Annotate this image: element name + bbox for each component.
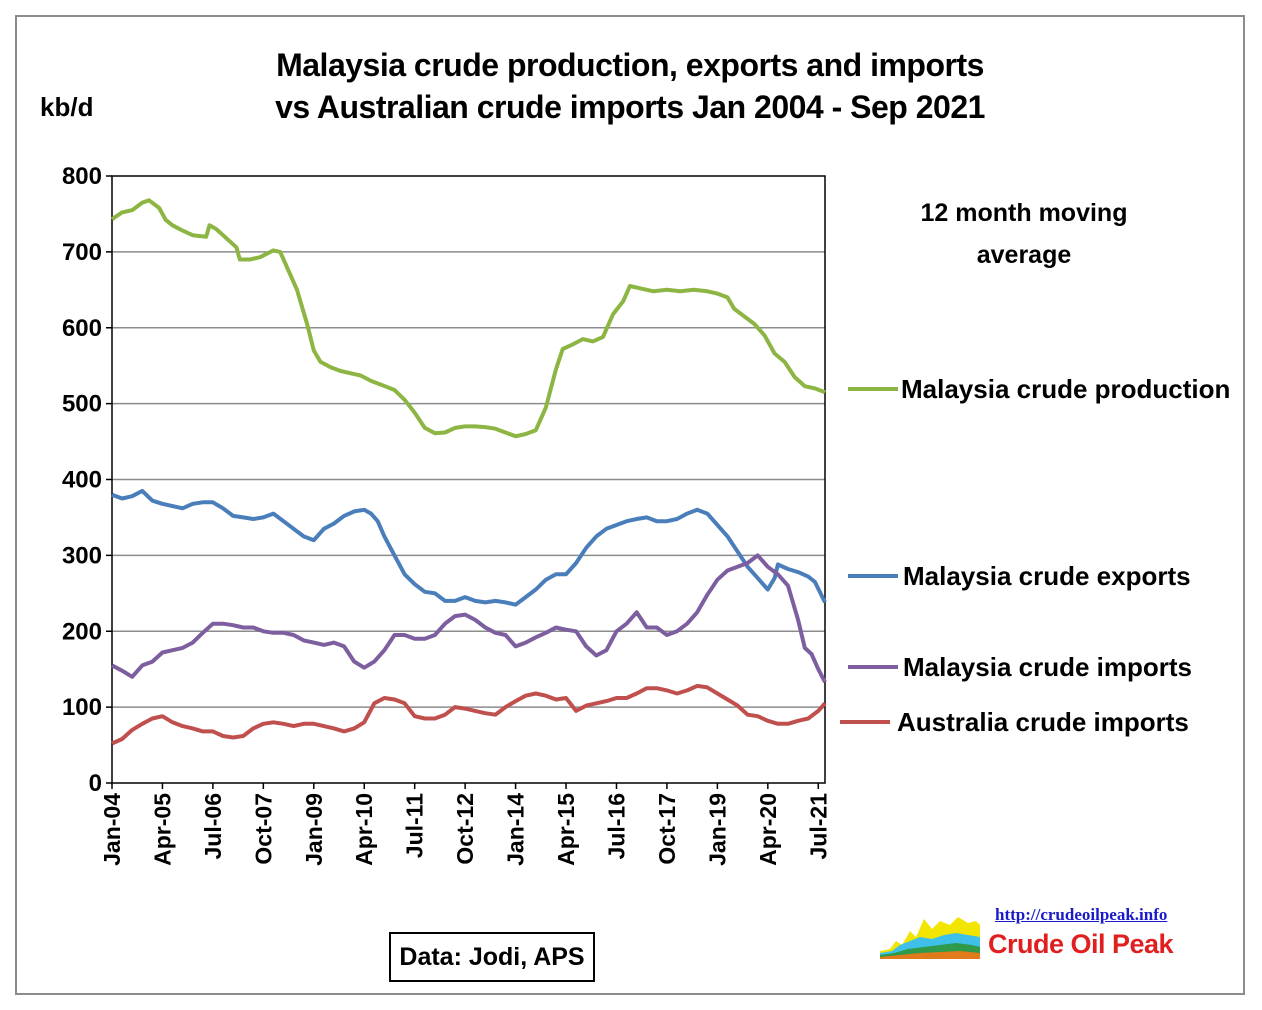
chart-title: Malaysia crude production, exports and i… bbox=[180, 44, 1080, 128]
x-tick-label-0: Jan-04 bbox=[99, 793, 125, 866]
x-tick-label-11: Oct-17 bbox=[654, 793, 680, 865]
y-axis-ticks: 0 100 200 300 400 500 600 700 800 bbox=[62, 163, 112, 797]
y-tick-label-800: 800 bbox=[62, 163, 102, 190]
y-tick-label-200: 200 bbox=[62, 618, 102, 645]
series-lines bbox=[110, 198, 827, 746]
website-link[interactable]: http://crudeoilpeak.info bbox=[995, 905, 1168, 924]
x-tick-label-8: Jan-14 bbox=[503, 793, 529, 866]
legend-label-1: Malaysia crude exports bbox=[903, 561, 1191, 591]
y-axis-unit-label: kb/d bbox=[40, 92, 94, 122]
y-tick-label-700: 700 bbox=[62, 239, 102, 266]
y-tick-label-600: 600 bbox=[62, 315, 102, 342]
x-tick-label-4: Jan-09 bbox=[301, 793, 327, 866]
x-tick-label-12: Jan-19 bbox=[704, 793, 730, 866]
x-tick-label-1: Apr-05 bbox=[149, 793, 175, 866]
title-line-2: vs Australian crude imports Jan 2004 - S… bbox=[275, 89, 985, 125]
x-tick-label-14: Jul-21 bbox=[805, 793, 831, 860]
y-tick-label-0: 0 bbox=[89, 770, 102, 797]
series-line-3 bbox=[111, 683, 827, 746]
series-line-0 bbox=[110, 198, 826, 439]
note-line-1: 12 month moving bbox=[920, 199, 1128, 227]
y-tick-label-300: 300 bbox=[62, 542, 102, 569]
x-tick-label-5: Apr-10 bbox=[351, 793, 377, 866]
x-tick-label-13: Apr-20 bbox=[755, 793, 781, 866]
grid-lines bbox=[112, 251, 825, 708]
crude-oil-peak-logo[interactable]: http://crudeoilpeak.info Crude Oil Peak bbox=[880, 905, 1210, 965]
x-tick-label-10: Jul-16 bbox=[603, 793, 629, 859]
x-tick-label-9: Apr-15 bbox=[553, 793, 579, 866]
oil-peak-graphic-icon bbox=[880, 917, 980, 959]
x-axis-ticks: Jan-04 Apr-05 Jul-06 Oct-07 Jan-09 Apr-10 Jul-… bbox=[99, 783, 831, 866]
x-tick-label-2: Jul-06 bbox=[200, 793, 226, 859]
y-tick-label-500: 500 bbox=[62, 391, 102, 418]
chart-frame bbox=[15, 15, 1245, 995]
legend-label-2: Malaysia crude imports bbox=[903, 652, 1192, 682]
data-source-box: Data: Jodi, APS bbox=[389, 932, 595, 982]
brand-name: Crude Oil Peak bbox=[988, 929, 1174, 959]
title-line-1: Malaysia crude production, exports and i… bbox=[276, 47, 984, 83]
y-tick-label-100: 100 bbox=[62, 694, 102, 721]
y-tick-label-400: 400 bbox=[62, 467, 102, 494]
x-tick-label-6: Jul-11 bbox=[402, 793, 428, 858]
note-line-2: average bbox=[976, 241, 1072, 269]
series-line-1 bbox=[111, 488, 827, 607]
x-tick-label-7: Oct-12 bbox=[452, 793, 478, 865]
legend: Malaysia crude production Malaysia crude … bbox=[840, 374, 1230, 737]
series-line-2 bbox=[111, 553, 827, 684]
moving-average-note: 12 month moving average bbox=[884, 192, 1164, 276]
legend-label-3: Australia crude imports bbox=[897, 707, 1189, 737]
x-tick-label-3: Oct-07 bbox=[250, 793, 276, 865]
legend-label-0: Malaysia crude production bbox=[901, 374, 1230, 404]
